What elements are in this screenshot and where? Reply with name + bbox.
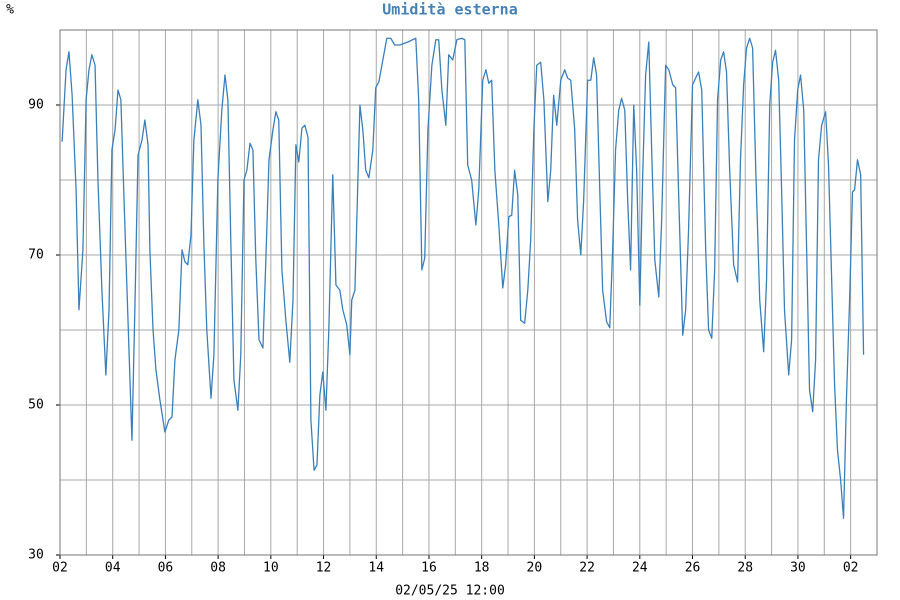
x-tick-label: 02 <box>843 561 859 576</box>
x-tick-label: 18 <box>474 561 490 576</box>
x-tick-label: 20 <box>527 561 543 576</box>
x-tick-label: 02 <box>52 561 68 576</box>
x-tick-label: 04 <box>105 561 121 576</box>
x-tick-label: 08 <box>210 561 226 576</box>
y-tick-label: 90 <box>28 98 44 113</box>
x-tick-label: 16 <box>421 561 437 576</box>
y-unit: % <box>6 3 14 18</box>
line-series <box>61 37 865 519</box>
x-tick-label: 12 <box>316 561 332 576</box>
x-tick-label: 06 <box>158 561 174 576</box>
x-tick-label: 28 <box>737 561 753 576</box>
grid <box>56 29 878 559</box>
y-tick-label: 70 <box>28 248 44 263</box>
x-tick-label: 10 <box>263 561 279 576</box>
y-tick-label: 50 <box>28 398 44 413</box>
plot-frame <box>59 29 878 556</box>
x-tick-label: 26 <box>685 561 701 576</box>
plot <box>61 37 865 519</box>
x-axis-label: 02/05/25 12:00 <box>395 584 505 599</box>
x-tick-label: 14 <box>368 561 384 576</box>
y-tick-label: 30 <box>28 548 44 563</box>
x-tick-label: 30 <box>790 561 806 576</box>
x-tick-label: 22 <box>579 561 595 576</box>
x-tick-label: 24 <box>632 561 648 576</box>
tick-labels: 02 04 06 08 10 12 14 16 18 20 22 24 26 28 30 02 30 50 70 90 <box>28 98 858 576</box>
chart-title: Umidità esterna <box>382 1 517 19</box>
